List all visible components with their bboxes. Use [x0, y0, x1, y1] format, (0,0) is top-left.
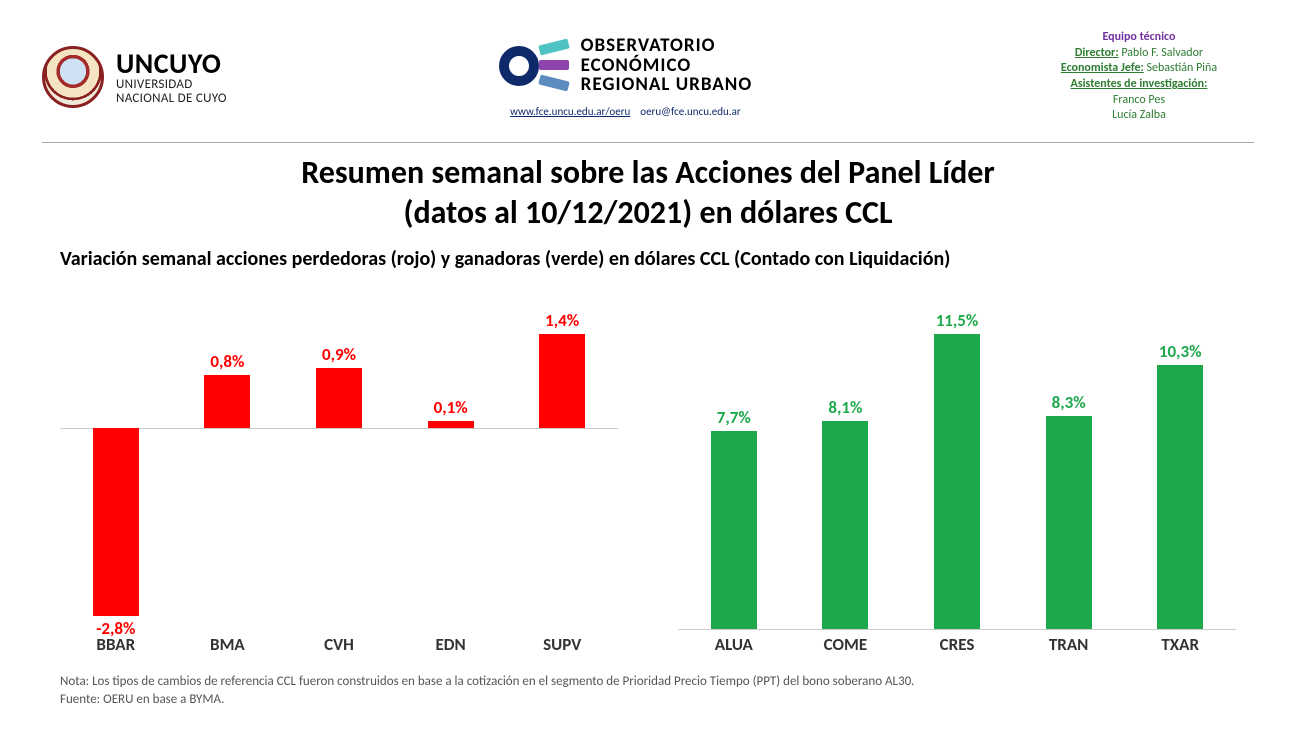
- footnote-line1: Nota: Los tipos de cambios de referencia…: [60, 673, 1236, 691]
- winners-bar: [934, 334, 980, 629]
- footnote-line2: Fuente: OERU en base a BYMA.: [60, 691, 1236, 709]
- team-assist-role: Asistentes de investigación:: [1071, 77, 1208, 91]
- winners-bar: [711, 431, 757, 629]
- team-chief-role: Economista Jefe:: [1061, 61, 1144, 75]
- subtitle: Variación semanal acciones perdedoras (r…: [60, 247, 1236, 271]
- winners-value-label: 11,5%: [936, 310, 979, 331]
- chart-wrap: -2,8%0,8%0,9%0,1%1,4% BBARBMACVHEDNSUPV …: [60, 275, 1236, 655]
- oeru-line2: ECONÓMICO: [581, 56, 753, 76]
- oeru-text: OBSERVATORIO ECONÓMICO REGIONAL URBANO: [581, 36, 753, 96]
- oeru-url-link[interactable]: www.fce.uncu.edu.ar/oeru: [510, 105, 630, 118]
- winners-baseline: [678, 629, 1236, 630]
- losers-bar: [93, 428, 139, 615]
- winners-value-label: 10,3%: [1159, 341, 1202, 362]
- team-assist2: Lucía Zalba: [1024, 108, 1254, 124]
- team-director-role: Director:: [1075, 46, 1119, 60]
- uncuyo-brand: UNCUYO UNIVERSIDAD NACIONAL DE CUYO: [42, 46, 227, 108]
- winners-value-label: 8,3%: [1052, 392, 1086, 413]
- oeru-links: www.fce.uncu.edu.ar/oeru oeru@fce.uncu.e…: [499, 105, 753, 118]
- winners-category-label: ALUA: [715, 634, 753, 655]
- oeru-logo-icon: [499, 38, 569, 94]
- uncuyo-crest-icon: [42, 46, 104, 108]
- team-director-name: Pablo F. Salvador: [1121, 46, 1203, 60]
- winners-bar: [1157, 365, 1203, 629]
- winners-category-label: TRAN: [1049, 634, 1089, 655]
- winners-value-label: 7,7%: [717, 407, 751, 428]
- oeru-line1: OBSERVATORIO: [581, 36, 753, 56]
- winners-bar: [1046, 416, 1092, 629]
- winners-chart: 7,7% 8,1% 11,5% 8,3% 10,3% ALUA COME CRES TRAN T…: [678, 275, 1236, 655]
- team-box: Equipo técnico Director: Pablo F. Salvad…: [1024, 30, 1254, 124]
- losers-category-label: CVH: [324, 634, 354, 655]
- winners-category-label: CRES: [940, 634, 975, 655]
- losers-value-label: 1,4%: [545, 310, 579, 331]
- losers-bar: [539, 334, 585, 428]
- winners-bar: [822, 421, 868, 629]
- main-title: Resumen semanal sobre las Acciones del P…: [60, 153, 1236, 233]
- main-title-l2: (datos al 10/12/2021) en dólares CCL: [60, 193, 1236, 233]
- footnote: Nota: Los tipos de cambios de referencia…: [60, 673, 1236, 708]
- losers-category-label: EDN: [435, 634, 465, 655]
- losers-chart: -2,8%0,8%0,9%0,1%1,4% BBARBMACVHEDNSUPV: [60, 275, 618, 655]
- losers-bar: [428, 421, 474, 428]
- uncuyo-sub2: NACIONAL DE CUYO: [116, 92, 227, 106]
- losers-baseline: [60, 428, 618, 429]
- uncuyo-name: UNCUYO: [116, 49, 227, 78]
- uncuyo-text: UNCUYO UNIVERSIDAD NACIONAL DE CUYO: [116, 49, 227, 106]
- main-title-l1: Resumen semanal sobre las Acciones del P…: [60, 153, 1236, 193]
- losers-bar: [204, 375, 250, 429]
- team-chief-name: Sebastián Piña: [1147, 61, 1218, 75]
- winners-value-label: 8,1%: [828, 397, 862, 418]
- header-divider: [42, 142, 1254, 143]
- winners-category-label: COME: [824, 634, 868, 655]
- oeru-brand: OBSERVATORIO ECONÓMICO REGIONAL URBANO w…: [499, 36, 753, 119]
- team-assist1: Franco Pes: [1024, 93, 1254, 109]
- losers-value-label: 0,8%: [210, 351, 244, 372]
- team-title: Equipo técnico: [1024, 30, 1254, 46]
- losers-bar: [316, 368, 362, 428]
- losers-category-label: BBAR: [96, 634, 135, 655]
- losers-category-label: SUPV: [543, 634, 581, 655]
- oeru-email: oeru@fce.uncu.edu.ar: [640, 105, 740, 118]
- losers-value-label: 0,1%: [434, 397, 468, 418]
- losers-value-label: 0,9%: [322, 344, 356, 365]
- winners-category-label: TXAR: [1161, 634, 1199, 655]
- header: UNCUYO UNIVERSIDAD NACIONAL DE CUYO OBSE…: [0, 0, 1296, 136]
- losers-category-label: BMA: [210, 634, 245, 655]
- oeru-line3: REGIONAL URBANO: [581, 75, 753, 95]
